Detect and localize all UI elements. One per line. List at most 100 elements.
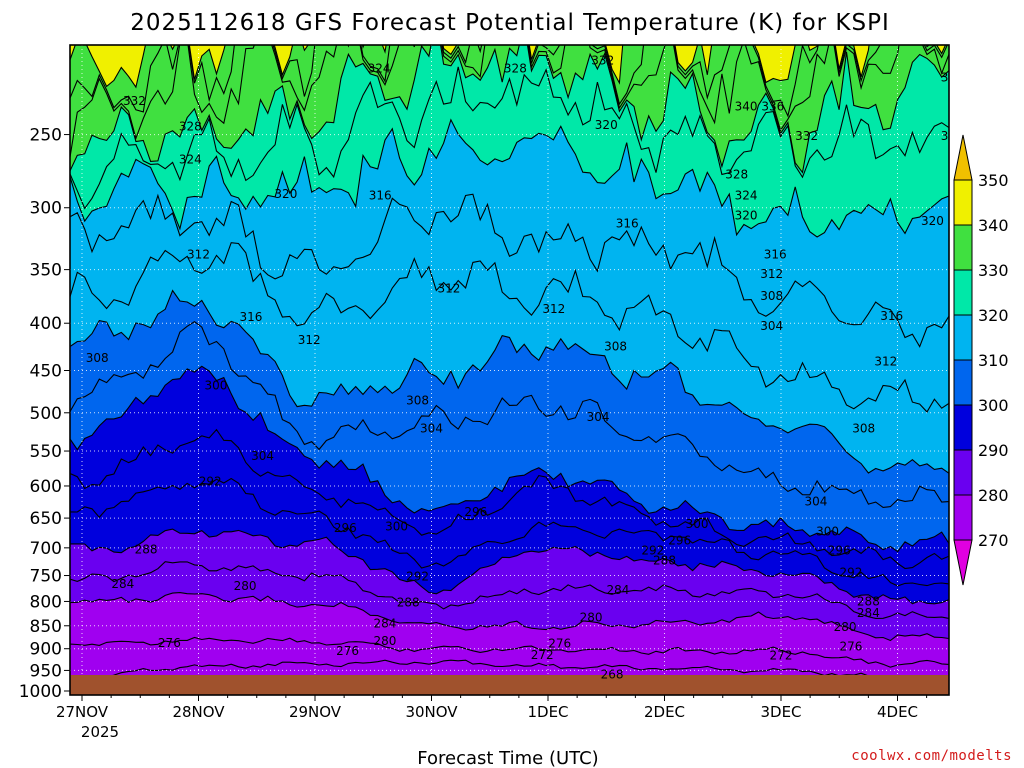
colorbar-segment <box>953 269 973 316</box>
y-tick-label: 550 <box>30 442 62 462</box>
contour-label: 276 <box>839 639 862 653</box>
isentrope-308 <box>70 289 949 474</box>
isentrope-312 <box>70 242 949 413</box>
colorbar-segment <box>953 224 973 271</box>
contour-label: 328 <box>179 119 202 133</box>
contour-label: 276 <box>336 644 359 658</box>
contour-label: 308 <box>852 422 875 436</box>
isentrope-328 <box>70 45 949 174</box>
contour-label: 292 <box>839 565 862 579</box>
contour-label: 280 <box>580 611 603 625</box>
colorbar-segment <box>953 179 973 226</box>
contour-label: 312 <box>760 267 783 281</box>
colorbar-label: 310 <box>978 351 1009 370</box>
contour-label: 276 <box>158 636 181 650</box>
contour-label: 300 <box>686 517 709 531</box>
colorbar-label: 350 <box>978 171 1009 190</box>
colorbar-segment <box>953 404 973 451</box>
colorbar-label: 300 <box>978 396 1009 415</box>
x-tick-label: 28NOV <box>172 703 225 721</box>
x-tick-label: 30NOV <box>405 703 458 721</box>
band-322 <box>70 66 949 238</box>
colorbar-bottom-arrow <box>953 539 973 586</box>
contour-label: 312 <box>298 333 321 347</box>
color-filled-bands <box>70 45 949 695</box>
contour-label: 308 <box>604 340 627 354</box>
contour-label: 284 <box>857 606 880 620</box>
band-282 <box>70 561 949 641</box>
contour-label: 308 <box>86 351 109 365</box>
colorbar-segment <box>953 359 973 406</box>
dotted-gridlines <box>70 45 949 695</box>
contour-label: 288 <box>135 543 158 557</box>
y-tick-label: 850 <box>30 617 62 637</box>
colorbar-segment <box>953 314 973 361</box>
contour-label: 292 <box>641 544 664 558</box>
chart-title: 2025112618 GFS Forecast Potential Temper… <box>130 10 890 36</box>
y-tick-label: 300 <box>30 199 62 219</box>
contour-label: 336 <box>761 99 784 113</box>
x-tick-label: 2DEC <box>644 703 685 721</box>
contour-label: 276 <box>548 636 571 650</box>
isentrope-lines <box>70 45 949 694</box>
plot-area: 324 328 332 328 332 340 336 328 320 332 324 324 328 3… <box>70 45 964 695</box>
colorbar-label: 320 <box>978 306 1009 325</box>
contour-label: 312 <box>874 354 897 368</box>
contour-label: 296 <box>668 533 691 547</box>
isentrope-296 <box>70 428 949 570</box>
y-tick-label: 500 <box>30 404 62 424</box>
contour-label: 312 <box>542 302 565 316</box>
x-tick-label: 4DEC <box>877 703 918 721</box>
contour-label: 292 <box>199 474 222 488</box>
contour-label: 296 <box>334 521 357 535</box>
contour-label: 304 <box>760 319 783 333</box>
y-tick-label: 350 <box>30 261 62 281</box>
y-tick-label: 750 <box>30 567 62 587</box>
contour-label: 300 <box>816 524 839 538</box>
x-axis-title: Forecast Time (UTC) <box>417 748 598 768</box>
contour-label: 280 <box>234 579 257 593</box>
x-tick-label: 1DEC <box>527 703 568 721</box>
ground-surface <box>70 675 949 695</box>
x-axis-time: 27NOV 28NOV 29NOV 30NOV 1DEC 2DEC 3DEC 4DEC <box>56 695 928 721</box>
contour-label: 320 <box>274 187 297 201</box>
contour-label: 268 <box>601 668 624 682</box>
isentrope-304 <box>70 321 949 508</box>
contour-label: 328 <box>941 71 964 85</box>
isentrope-280 <box>70 592 949 642</box>
colorbar: 350 340 330 320 310 300 290 280 270 <box>953 134 1009 586</box>
x-axis-year-label: 2025 <box>81 723 119 741</box>
contour-label: 292 <box>406 570 429 584</box>
y-tick-label: 700 <box>30 539 62 559</box>
band-338 <box>70 45 948 116</box>
contour-label: 304 <box>420 422 443 436</box>
x-tick-label: 3DEC <box>760 703 801 721</box>
y-tick-label: 250 <box>30 126 62 146</box>
y-tick-label: 450 <box>30 361 62 381</box>
isentrope-284 <box>70 561 949 619</box>
contour-label: 312 <box>187 247 210 261</box>
contour-label: 304 <box>251 449 274 463</box>
x-tick-label: 29NOV <box>289 703 342 721</box>
contour-label: 272 <box>770 648 793 662</box>
contour-label: 320 <box>921 214 944 228</box>
contour-label: 280 <box>373 634 396 648</box>
contour-label: 340 <box>735 99 758 113</box>
colorbar-segment <box>953 494 973 541</box>
contour-label: 308 <box>406 394 429 408</box>
contour-label: 316 <box>369 189 392 203</box>
isentrope-324 <box>70 66 949 210</box>
isentrope-332 <box>70 45 949 158</box>
isentrope-288 <box>70 528 949 605</box>
band-318 <box>70 119 949 347</box>
contour-label: 304 <box>587 410 610 424</box>
x-tick-label: 27NOV <box>56 703 109 721</box>
band-290 <box>70 478 949 604</box>
contour-label: 312 <box>438 282 461 296</box>
contour-label: 316 <box>239 310 262 324</box>
contour-label: 328 <box>725 167 748 181</box>
colorbar-label: 340 <box>978 216 1009 235</box>
band-298 <box>70 366 949 569</box>
contour-label: 324 <box>941 129 964 143</box>
colorbar-label: 280 <box>978 486 1009 505</box>
